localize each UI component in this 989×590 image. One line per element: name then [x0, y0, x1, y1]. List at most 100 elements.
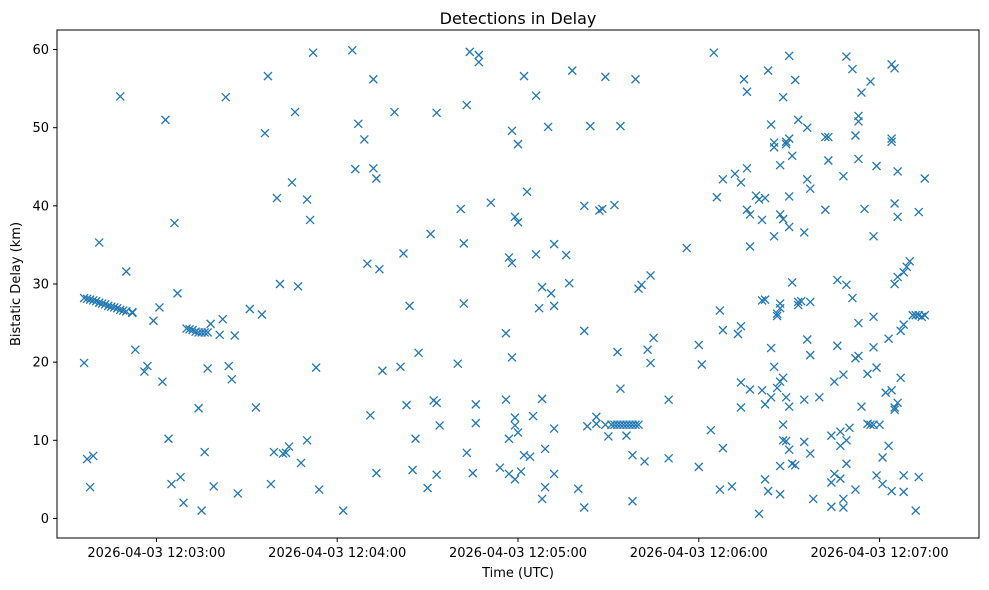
data-point — [863, 369, 872, 379]
data-point — [802, 174, 812, 184]
y-axis: 0 10 20 30 40 50 60 — [32, 43, 57, 527]
data-point — [847, 293, 857, 303]
data-point — [167, 479, 176, 489]
data-point — [230, 331, 240, 341]
data-point — [501, 395, 511, 405]
data-point — [718, 443, 728, 453]
data-point — [549, 301, 559, 311]
data-point — [227, 374, 237, 384]
data-point — [902, 262, 912, 272]
data-point — [920, 174, 930, 183]
data-point — [775, 461, 785, 471]
data-point — [914, 207, 924, 217]
data-point — [742, 87, 752, 97]
data-point — [796, 296, 806, 306]
data-point — [805, 350, 815, 360]
data-point — [79, 358, 89, 368]
data-point — [799, 395, 809, 405]
data-point — [408, 465, 418, 475]
data-point — [799, 437, 809, 447]
data-point — [784, 192, 794, 201]
data-point — [435, 420, 445, 430]
data-point — [841, 459, 851, 469]
data-point — [528, 411, 538, 421]
data-point — [582, 421, 592, 431]
data-points — [79, 45, 930, 519]
data-point — [224, 361, 234, 371]
data-point — [775, 489, 785, 499]
data-point — [860, 204, 869, 214]
data-point — [525, 452, 535, 462]
data-point — [513, 217, 523, 227]
data-point — [772, 311, 782, 321]
data-point — [573, 484, 583, 494]
data-point — [808, 494, 818, 504]
data-point — [549, 239, 559, 249]
data-point — [631, 74, 640, 84]
data-point — [784, 51, 794, 61]
data-point — [754, 509, 764, 519]
data-point — [215, 330, 225, 340]
data-point — [781, 392, 791, 402]
data-point — [600, 72, 610, 82]
data-point — [854, 351, 863, 361]
data-point — [462, 448, 472, 458]
data-point — [579, 503, 589, 512]
data-point — [164, 434, 173, 444]
data-point — [778, 92, 788, 102]
data-point — [142, 361, 152, 371]
data-point — [405, 301, 414, 311]
data-point — [805, 449, 815, 459]
data-point — [784, 445, 794, 455]
data-point — [176, 472, 185, 482]
data-point — [775, 303, 785, 313]
data-point — [423, 483, 433, 493]
data-point — [471, 399, 481, 409]
data-point — [474, 50, 484, 60]
data-point — [790, 75, 800, 85]
data-point — [736, 321, 746, 331]
data-point — [504, 252, 514, 262]
data-point — [302, 195, 312, 205]
data-point — [350, 164, 360, 174]
x-tick-label: 2026-04-03 12:03:00 — [87, 546, 225, 561]
data-point — [772, 383, 782, 393]
data-point — [878, 453, 888, 462]
data-point — [905, 256, 915, 266]
data-point — [579, 201, 589, 211]
data-point — [784, 402, 794, 412]
y-tick-label: 30 — [32, 278, 49, 293]
data-point — [127, 308, 137, 318]
data-point — [537, 494, 547, 504]
data-point — [353, 119, 363, 129]
data-point — [302, 435, 312, 445]
y-tick-label: 0 — [41, 512, 49, 527]
data-point — [823, 156, 833, 165]
data-point — [628, 450, 637, 460]
data-point — [766, 343, 776, 353]
data-point — [899, 471, 909, 480]
data-point — [173, 288, 182, 298]
data-point — [890, 405, 900, 415]
data-point — [718, 174, 728, 184]
data-point — [567, 66, 577, 76]
data-point — [486, 198, 496, 208]
data-point — [549, 469, 559, 479]
data-point — [540, 482, 550, 492]
data-point — [881, 388, 891, 398]
data-point — [453, 359, 463, 369]
data-point — [97, 299, 107, 308]
data-point — [275, 279, 285, 289]
chart-title: Detections in Delay — [440, 9, 597, 28]
data-point — [94, 238, 104, 248]
data-point — [835, 474, 845, 484]
data-point — [742, 205, 752, 215]
data-point — [284, 442, 294, 452]
data-point — [769, 231, 779, 241]
data-point — [890, 199, 900, 208]
data-point — [847, 64, 857, 74]
data-point — [757, 215, 767, 225]
data-point — [121, 267, 131, 276]
data-point — [649, 333, 659, 343]
data-point — [805, 297, 815, 307]
